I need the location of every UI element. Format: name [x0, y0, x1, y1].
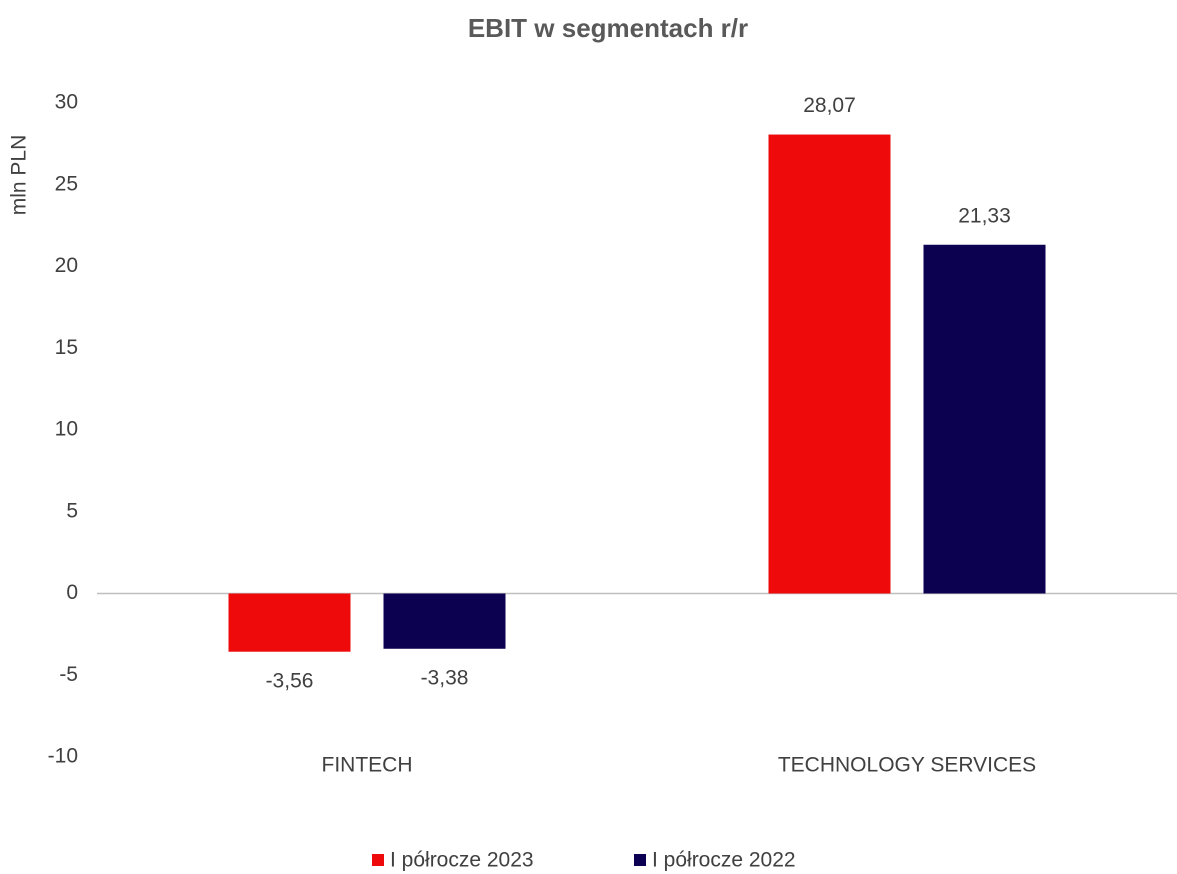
- y-tick-label: -10: [48, 745, 78, 768]
- y-tick-label: 5: [66, 499, 78, 522]
- y-axis-label: mln PLN: [8, 135, 31, 216]
- chart-title: EBIT w segmentach r/r: [468, 13, 748, 43]
- value-label: -3,56: [266, 669, 314, 692]
- y-tick-label: 25: [55, 172, 78, 195]
- x-tick-label: FINTECH: [322, 754, 413, 777]
- legend-swatch: [372, 854, 384, 866]
- legend-label: I półrocze 2023: [390, 849, 534, 872]
- y-tick-label: 30: [55, 91, 78, 114]
- legend-swatch: [634, 854, 646, 866]
- value-label: 28,07: [803, 94, 856, 117]
- legend-label: I półrocze 2022: [652, 849, 796, 872]
- bar: [923, 244, 1046, 594]
- bar: [383, 593, 506, 649]
- bar: [768, 134, 891, 594]
- bar: [228, 593, 351, 652]
- y-tick-label: 0: [66, 581, 78, 604]
- y-tick-label: -5: [59, 663, 78, 686]
- y-tick-label: 15: [55, 336, 78, 359]
- y-tick-label: 10: [55, 418, 78, 441]
- x-tick-label: TECHNOLOGY SERVICES: [778, 754, 1036, 777]
- value-label: -3,38: [421, 666, 469, 689]
- value-label: 21,33: [958, 204, 1011, 227]
- y-tick-label: 20: [55, 254, 78, 277]
